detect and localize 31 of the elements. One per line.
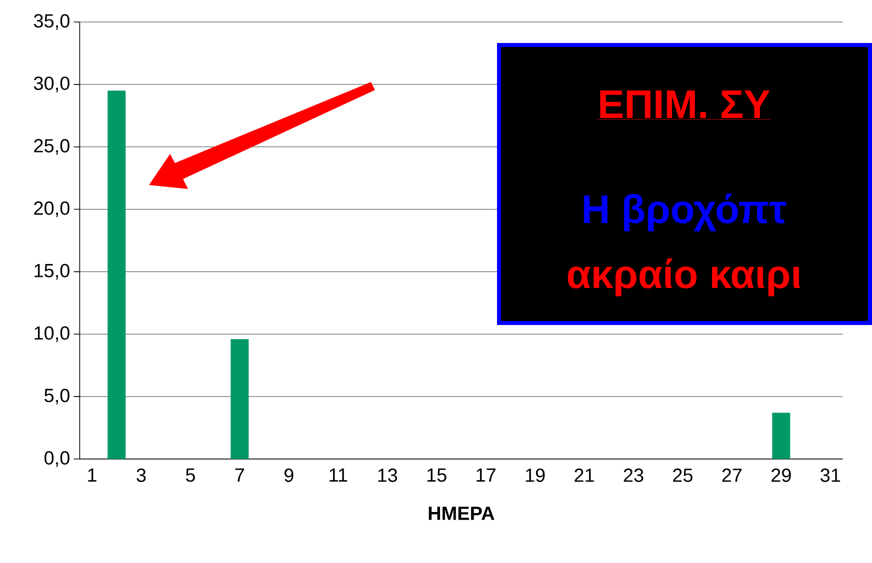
x-tick-label: 21: [574, 468, 594, 482]
bar: [108, 90, 126, 459]
annotation: ΕΠΙΜ. ΣΥ: [600, 90, 770, 118]
x-tick-label: 29: [772, 468, 791, 482]
x-tick-label: 5: [186, 468, 195, 482]
bar: [230, 339, 249, 459]
x-tick-label: 11: [330, 468, 348, 482]
annotation: Η βροχόπτ: [584, 194, 786, 232]
bar: [772, 412, 790, 459]
x-tick-label: 25: [673, 468, 692, 482]
x-tick-label: 15: [427, 468, 446, 482]
y-tick-label: 20,0: [34, 201, 70, 218]
y-tick-label: 15,0: [34, 264, 70, 280]
x-tick-label: 1: [88, 468, 96, 482]
y-tick-label: 25,0: [34, 139, 70, 155]
y-tick-label: 35,0: [34, 14, 70, 30]
x-tick-label: 27: [722, 468, 742, 482]
x-tick-label: 7: [235, 468, 244, 482]
y-tick-label: 30,0: [34, 76, 70, 92]
x-tick-label: 9: [284, 468, 294, 482]
y-tick-label: 5,0: [44, 388, 70, 404]
x-tick-label: 3: [136, 468, 146, 482]
x-tick-label: 31: [820, 468, 840, 482]
y-tick-label: 10,0: [34, 326, 70, 342]
x-tick-label: 23: [624, 468, 644, 482]
x-tick-label: 13: [378, 468, 398, 482]
x-tick-label: 17: [476, 468, 496, 482]
x-tick-label: 19: [526, 468, 545, 482]
y-tick-label: 0,0: [44, 451, 70, 467]
x-axis-title: ΗΜΕΡΑ: [428, 506, 494, 520]
annotation: ακραίο καιρι: [568, 258, 800, 296]
